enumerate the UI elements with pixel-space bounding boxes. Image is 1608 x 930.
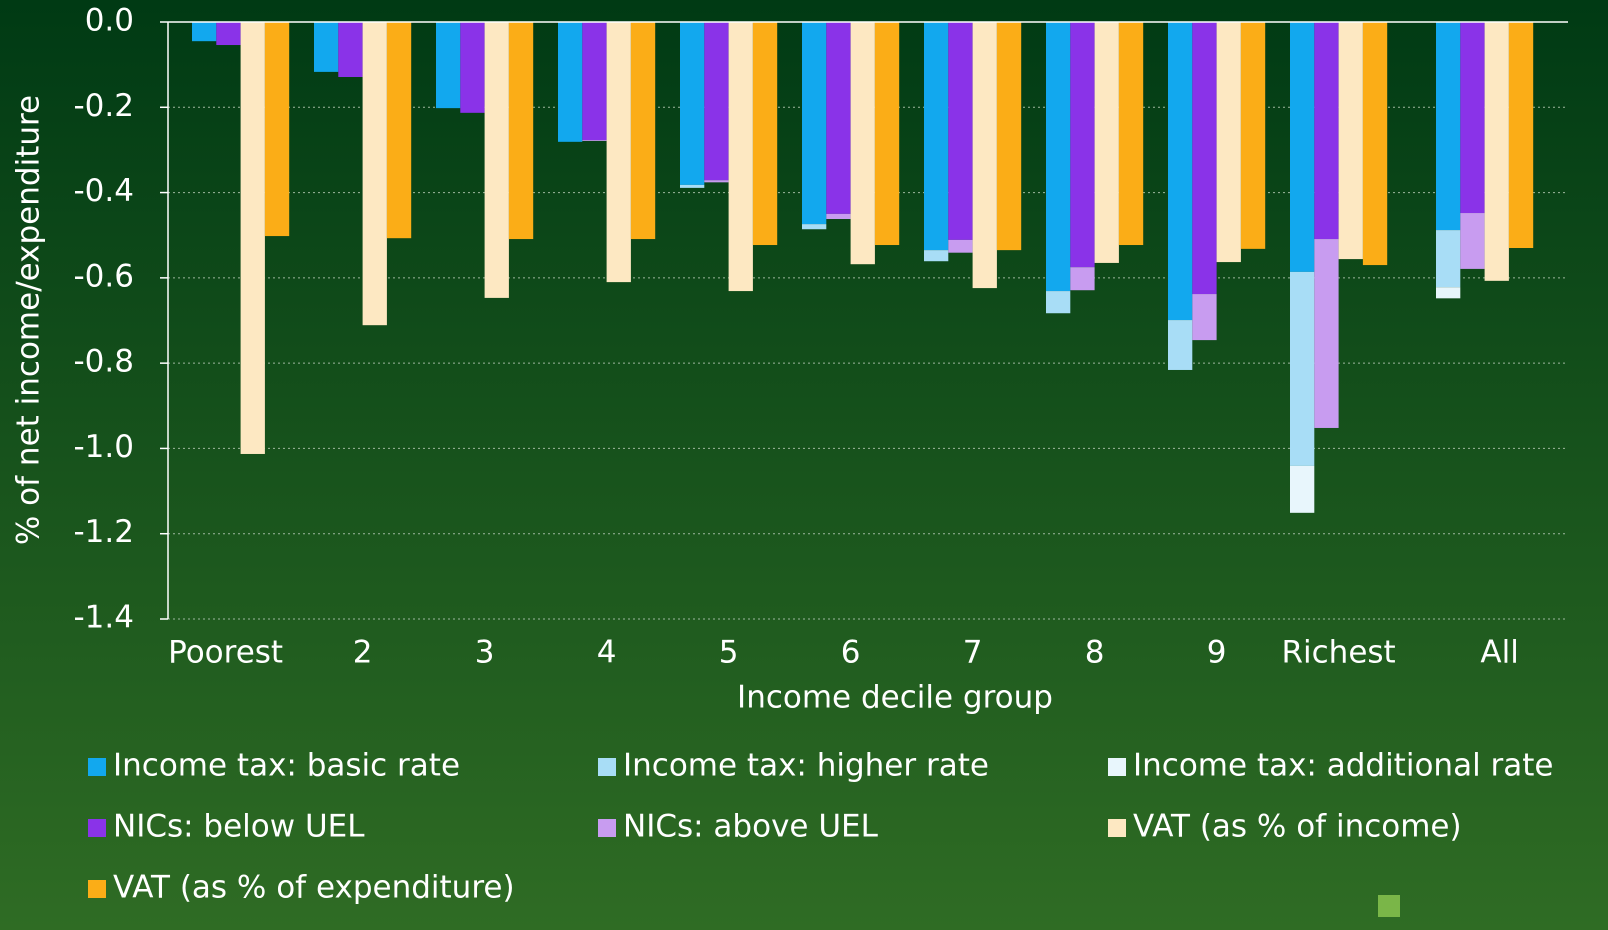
- x-tick-label: 4: [597, 635, 617, 671]
- bar: [680, 184, 705, 188]
- bar: [1484, 22, 1509, 281]
- bar: [240, 22, 265, 454]
- bar: [1436, 22, 1461, 231]
- legend-swatch: [598, 819, 616, 837]
- bar: [1338, 22, 1363, 260]
- x-tick-label: Poorest: [168, 635, 283, 671]
- bar: [630, 22, 656, 240]
- bar: [728, 22, 753, 292]
- bar: [582, 140, 607, 141]
- bar: [1508, 22, 1534, 249]
- bar: [1046, 291, 1071, 314]
- bar: [1118, 22, 1144, 246]
- bar: [362, 22, 387, 326]
- x-tick-label: 9: [1207, 635, 1227, 671]
- legend-label: VAT (as % of income): [1133, 809, 1462, 845]
- bar: [1362, 22, 1388, 266]
- bar: [1240, 22, 1266, 249]
- y-tick-label: -0.6: [74, 258, 135, 294]
- bar: [460, 22, 485, 113]
- bar: [1216, 22, 1241, 263]
- y-axis-label: % of net income/expenditure: [11, 95, 47, 545]
- bar: [972, 22, 997, 289]
- bar: [606, 22, 631, 283]
- bar: [386, 22, 412, 239]
- legend-label: Income tax: additional rate: [1133, 748, 1554, 784]
- bar: [826, 213, 851, 220]
- bar: [802, 22, 827, 225]
- bar: [826, 22, 851, 214]
- bar: [484, 22, 509, 298]
- x-tick-label: 6: [841, 635, 861, 671]
- y-tick-label: -0.8: [74, 344, 135, 380]
- y-tick-label: -1.4: [74, 600, 135, 636]
- legend-swatch: [1108, 758, 1126, 776]
- decoration: [1378, 895, 1400, 917]
- x-axis-label: Income decile group: [737, 680, 1053, 716]
- bar: [1290, 271, 1315, 466]
- bar: [1070, 267, 1095, 291]
- bar: [192, 22, 217, 42]
- bar: [1168, 320, 1193, 370]
- bar: [1436, 287, 1461, 299]
- x-tick-label: 3: [475, 635, 495, 671]
- x-tick-label: 2: [353, 635, 373, 671]
- bar: [1290, 465, 1315, 513]
- y-tick-label: -1.0: [74, 429, 135, 465]
- bar: [996, 22, 1022, 251]
- bar: [1314, 239, 1339, 428]
- bar: [1192, 294, 1217, 341]
- bar: [924, 22, 949, 251]
- y-tick-label: -0.2: [74, 88, 135, 124]
- y-tick-label: 0.0: [85, 3, 134, 39]
- x-tick-label: Richest: [1281, 635, 1395, 671]
- bar: [264, 22, 290, 237]
- bar: [436, 22, 461, 109]
- bar: [1314, 22, 1339, 240]
- bar: [1290, 22, 1315, 272]
- bar: [216, 22, 241, 46]
- y-tick-label: -0.4: [74, 173, 135, 209]
- bar: [1460, 22, 1485, 214]
- bar: [680, 22, 705, 185]
- legend-swatch: [88, 880, 106, 898]
- x-tick-label: All: [1480, 635, 1518, 671]
- legend-swatch: [1108, 819, 1126, 837]
- x-tick-label: 7: [963, 635, 983, 671]
- bar: [582, 22, 607, 141]
- bar: [948, 239, 973, 253]
- legend-label: VAT (as % of expenditure): [113, 870, 515, 906]
- legend-label: Income tax: higher rate: [623, 748, 989, 784]
- bar: [1192, 22, 1217, 295]
- bar: [948, 22, 973, 240]
- bar: [704, 22, 729, 181]
- bar: [314, 22, 339, 72]
- legend-label: Income tax: basic rate: [113, 748, 460, 784]
- y-tick-label: -1.2: [74, 514, 135, 550]
- bar: [752, 22, 778, 246]
- bar: [704, 180, 729, 183]
- legend-swatch: [88, 758, 106, 776]
- bar: [1070, 22, 1095, 268]
- legend-label: NICs: above UEL: [623, 809, 879, 845]
- bar: [1168, 22, 1193, 321]
- bar: [1094, 22, 1119, 263]
- x-tick-label: 8: [1085, 635, 1105, 671]
- bar: [874, 22, 900, 246]
- bar: [558, 22, 583, 142]
- bar: [1046, 22, 1071, 292]
- bar: [802, 224, 827, 230]
- legend-swatch: [598, 758, 616, 776]
- x-tick-label: 5: [719, 635, 739, 671]
- bar: [924, 250, 949, 262]
- bar: [508, 22, 534, 240]
- bar: [1436, 230, 1461, 288]
- bar: [338, 22, 363, 78]
- bar: [1460, 213, 1485, 269]
- legend-swatch: [88, 819, 106, 837]
- legend-label: NICs: below UEL: [113, 809, 365, 845]
- bar: [850, 22, 875, 265]
